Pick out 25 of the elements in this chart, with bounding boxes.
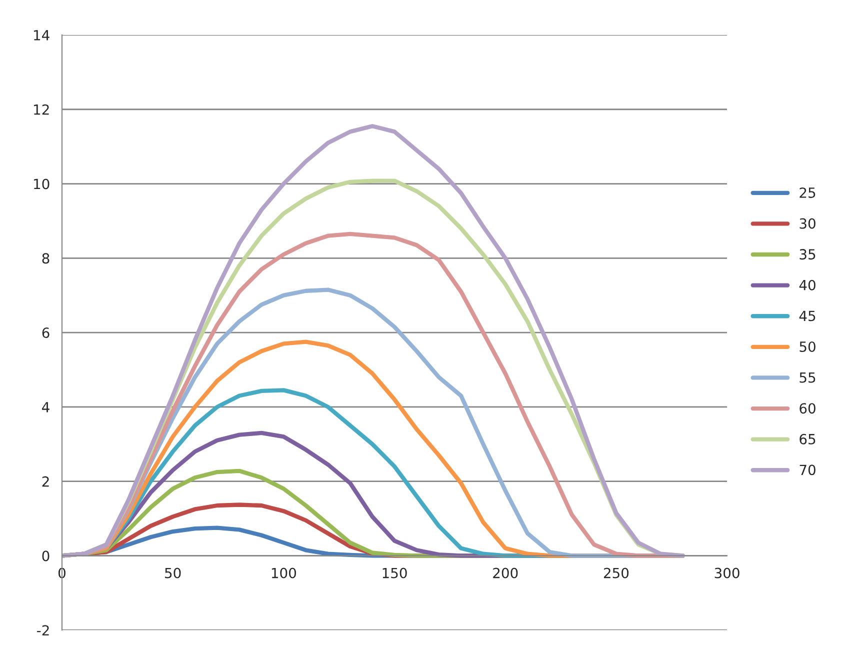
- x-tick-label: 200: [493, 568, 518, 578]
- x-tick-label: 300: [714, 568, 740, 578]
- y-tick-label: 0: [42, 550, 50, 562]
- x-tick-label: 100: [272, 568, 296, 578]
- y-tick-label: 8: [42, 253, 50, 264]
- legend-label: 55: [800, 372, 816, 383]
- legend-label: 30: [800, 218, 816, 229]
- legend-label: 70: [800, 464, 816, 476]
- y-tick-label: 4: [42, 402, 50, 412]
- legend-label: 40: [799, 280, 816, 290]
- legend-label: 65: [800, 434, 816, 444]
- x-tick-label: 150: [382, 568, 407, 578]
- legend-label: 50: [800, 341, 816, 352]
- y-tick-label: 2: [42, 476, 49, 487]
- y-tick-label: 10: [34, 178, 50, 190]
- y-tick-label: 14: [34, 30, 50, 40]
- y-tick-label: 12: [34, 104, 49, 115]
- y-tick-label: -2: [37, 625, 49, 636]
- legend-label: 60: [800, 403, 816, 414]
- legend-label: 25: [800, 187, 816, 198]
- x-tick-label: 250: [604, 568, 629, 578]
- x-tick-label: 50: [165, 568, 181, 578]
- y-tick-label: 6: [42, 328, 50, 338]
- legend-label: 35: [800, 249, 816, 260]
- legend-label: 45: [799, 310, 816, 322]
